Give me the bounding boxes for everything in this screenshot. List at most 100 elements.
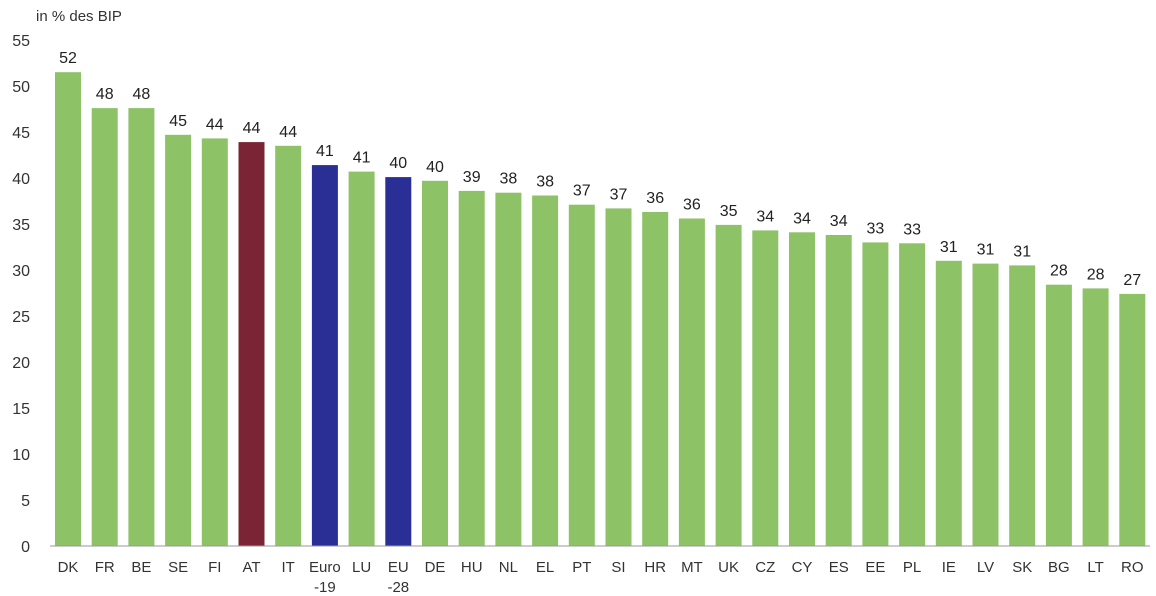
bar xyxy=(495,192,522,546)
x-tick-label: NL xyxy=(499,559,518,576)
bar xyxy=(678,218,705,546)
y-axis-title: in % des BIP xyxy=(36,8,122,25)
data-label: 34 xyxy=(830,213,848,230)
y-tick-label: 15 xyxy=(12,401,30,418)
y-tick-label: 10 xyxy=(12,447,30,464)
bar xyxy=(1045,284,1072,546)
x-tick-label: FR xyxy=(95,559,115,576)
bar xyxy=(715,224,742,546)
bar xyxy=(752,230,779,546)
y-tick-label: 30 xyxy=(12,263,30,280)
data-label: 41 xyxy=(316,143,334,160)
data-label: 39 xyxy=(463,169,481,186)
bar xyxy=(899,243,926,547)
x-tick-label: BG xyxy=(1048,559,1070,576)
bar xyxy=(935,260,962,546)
x-tick-label: SI xyxy=(611,559,625,576)
x-tick-label: EL xyxy=(536,559,554,576)
data-label: 44 xyxy=(279,124,297,141)
x-tick-label: DK xyxy=(58,559,79,576)
bar xyxy=(238,142,265,546)
y-tick-label: 50 xyxy=(12,79,30,96)
data-label: 44 xyxy=(206,116,224,133)
data-label: 41 xyxy=(353,150,371,167)
x-tick-label: CY xyxy=(792,559,813,576)
y-tick-label: 0 xyxy=(21,539,30,556)
bar xyxy=(532,195,559,546)
bar xyxy=(385,177,412,546)
y-tick-label: 5 xyxy=(21,493,30,510)
y-axis-ticks: 0 5 10 15 20 25 30 35 40 45 50 55 xyxy=(12,33,30,556)
bar xyxy=(201,138,228,546)
y-tick-label: 45 xyxy=(12,125,30,142)
x-tick-label: DE xyxy=(425,559,446,576)
bar xyxy=(568,204,595,546)
data-label: 38 xyxy=(500,171,518,188)
data-label: 52 xyxy=(59,50,77,67)
x-tick-label: BE xyxy=(131,559,151,576)
bar xyxy=(972,263,999,546)
x-tick-label: PT xyxy=(572,559,591,576)
data-label: 34 xyxy=(793,210,811,227)
y-tick-label: 25 xyxy=(12,309,30,326)
x-tick-label: RO xyxy=(1121,559,1144,576)
data-label: 48 xyxy=(96,86,114,103)
data-label: 36 xyxy=(683,197,701,214)
bar xyxy=(825,235,852,546)
x-tick-label: EU xyxy=(388,559,409,576)
bar xyxy=(165,134,192,547)
data-label: 44 xyxy=(243,120,261,137)
bar xyxy=(1082,288,1109,546)
x-tick-label: SK xyxy=(1012,559,1032,576)
x-tick-label: IE xyxy=(942,559,956,576)
x-tick-label: PL xyxy=(903,559,921,576)
data-label: 31 xyxy=(977,242,995,259)
bar xyxy=(55,72,81,546)
data-label: 33 xyxy=(867,220,885,237)
x-tick-label: LT xyxy=(1087,559,1103,576)
x-tick-label: FI xyxy=(208,559,221,576)
x-tick-label: UK xyxy=(718,559,739,576)
x-tick-label: -28 xyxy=(387,579,409,596)
bar xyxy=(422,180,448,547)
data-label: 40 xyxy=(389,155,407,172)
data-label: 36 xyxy=(646,190,664,207)
bar xyxy=(789,232,815,547)
data-label: 48 xyxy=(133,86,151,103)
data-label: 38 xyxy=(536,174,554,191)
x-tick-label: LV xyxy=(977,559,994,576)
data-label: 31 xyxy=(940,239,958,256)
bar xyxy=(348,171,375,546)
x-tick-label: -19 xyxy=(314,579,336,596)
y-tick-label: 40 xyxy=(12,171,30,188)
y-tick-label: 20 xyxy=(12,355,30,372)
bar xyxy=(91,108,118,546)
bar xyxy=(458,190,485,546)
x-tick-label: HU xyxy=(461,559,483,576)
data-label: 35 xyxy=(720,203,738,220)
data-label: 28 xyxy=(1050,263,1068,280)
y-tick-label: 35 xyxy=(12,217,30,234)
x-tick-label: HR xyxy=(644,559,666,576)
x-tick-label: MT xyxy=(681,559,703,576)
data-label: 31 xyxy=(1013,243,1031,260)
bar xyxy=(311,165,338,546)
data-labels: 52 48 48 45 44 44 44 41 41 40 40 39 38 38 37 37 36 36 35 34… xyxy=(59,50,1141,289)
bar xyxy=(1119,293,1146,546)
bar xyxy=(605,208,632,546)
x-tick-label: ES xyxy=(829,559,849,576)
x-tick-label: AT xyxy=(242,559,260,576)
data-label: 45 xyxy=(169,113,187,130)
x-tick-label: LU xyxy=(352,559,371,576)
bar xyxy=(275,145,302,547)
data-label: 40 xyxy=(426,159,444,176)
data-label: 33 xyxy=(903,221,921,238)
x-axis-ticks: DK FR BE SE FI AT IT Euro -19 LU EU -28 DE HU NL EL PT SI… xyxy=(58,559,1144,596)
x-tick-label: EE xyxy=(865,559,885,576)
data-label: 37 xyxy=(610,186,628,203)
x-tick-label: Euro xyxy=(309,559,341,576)
x-tick-label: SE xyxy=(168,559,188,576)
x-tick-label: IT xyxy=(282,559,295,576)
y-tick-label: 55 xyxy=(12,33,30,50)
